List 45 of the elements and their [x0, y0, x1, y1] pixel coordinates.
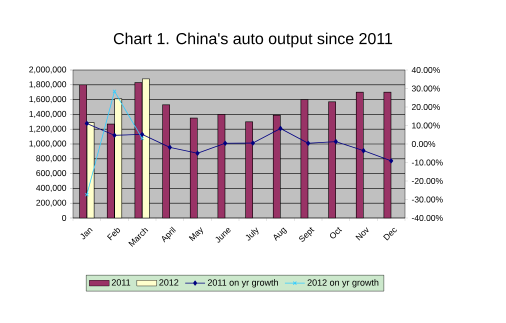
y2-tick-label: -30.00% — [412, 196, 443, 202]
x-tick-label: May — [188, 227, 203, 242]
point — [278, 126, 283, 132]
point — [195, 150, 200, 156]
y2-tick-label: 20.00% — [412, 104, 440, 110]
x-tick-label: Feb — [107, 228, 120, 240]
x-tick-label: Oct — [330, 227, 342, 238]
x-tick-label: Aug — [274, 228, 287, 241]
x-tick-label: Nov — [355, 227, 369, 240]
point — [84, 120, 89, 126]
point — [250, 140, 255, 146]
y-tick-label: 1,400,000 — [29, 110, 66, 118]
y2-tick-label: -10.00% — [412, 160, 443, 166]
x-tick-label: Dec — [383, 228, 397, 240]
y-tick-label: 800,000 — [36, 155, 66, 162]
x-tick-label: Jan — [80, 228, 93, 240]
y-tick-label: 600,000 — [36, 170, 66, 178]
y2-tick-label: -20.00% — [412, 178, 443, 184]
y2-tick-label: 40.00% — [412, 67, 440, 73]
y2-tick-label: 10.00% — [412, 122, 440, 128]
point — [168, 144, 172, 150]
y2-tick-label: -40.00% — [412, 215, 443, 221]
y-tick-label: 1,200,000 — [29, 126, 66, 133]
legend-label: 2012 — [159, 279, 178, 286]
y-tick-label: 0 — [62, 215, 66, 221]
point — [306, 140, 310, 146]
y-tick-label: 1,000,000 — [29, 140, 66, 148]
y-tick-label: 400,000 — [36, 184, 66, 192]
point — [361, 148, 366, 154]
y-tick-label: 1,800,000 — [29, 81, 66, 88]
y-tick-label: 200,000 — [36, 200, 66, 207]
chart-title: Chart 1. China's auto output since 2011 — [114, 32, 392, 48]
point — [334, 139, 338, 144]
x-tick-label: July — [246, 227, 258, 240]
y-tick-label: 2,000,000 — [29, 66, 66, 74]
point — [140, 132, 144, 137]
legend-label: 2011 — [112, 279, 130, 286]
point — [223, 140, 228, 146]
y2-tick-label: 0.00% — [412, 141, 436, 147]
legend-label: 2011 on yr growth — [208, 279, 278, 288]
legend-label: 2012 on yr growth — [308, 279, 378, 288]
point — [389, 158, 394, 164]
point — [112, 132, 117, 138]
y2-tick-label: 30.00% — [412, 86, 440, 92]
y-tick-label: 1,600,000 — [29, 96, 66, 104]
